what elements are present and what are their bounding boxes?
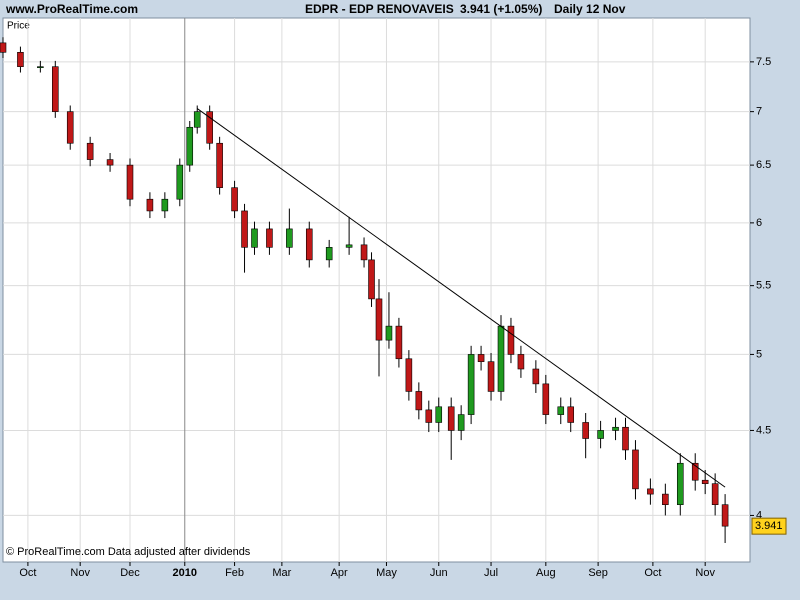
candle-body <box>597 430 604 439</box>
candle-body <box>375 298 383 341</box>
candle-body <box>206 111 213 144</box>
quote: 3.941 (+1.05%) <box>460 2 542 16</box>
marks <box>0 37 729 544</box>
candle-body <box>66 111 74 144</box>
candle-body <box>435 406 443 423</box>
candle-body <box>395 325 403 360</box>
candle-body <box>241 210 248 248</box>
x-tick-label: Oct <box>644 567 661 579</box>
candle-body <box>647 488 654 495</box>
candle-body <box>52 66 59 112</box>
x-tick-label: Dec <box>120 567 140 579</box>
candle-body <box>106 159 114 166</box>
candle-body <box>487 361 495 392</box>
x-tick-label: Sep <box>588 567 608 579</box>
x-tick-label: Nov <box>695 567 715 579</box>
x-tick-label: Jul <box>484 567 498 579</box>
x-tick-label: Mar <box>272 567 291 579</box>
candle-body <box>582 422 589 439</box>
candle-body <box>305 228 313 261</box>
candle-body <box>467 354 475 415</box>
candle-body <box>251 228 258 248</box>
candle-body <box>176 164 184 200</box>
candle-body <box>368 259 375 300</box>
candle-body <box>0 42 7 53</box>
candle-body <box>557 406 565 415</box>
candle-body <box>542 383 550 415</box>
candle-body <box>193 111 201 128</box>
candle-body <box>676 462 684 505</box>
candle-body <box>517 354 525 370</box>
plot-area <box>2 17 751 563</box>
candle-body <box>711 483 719 505</box>
candle-body <box>447 406 455 431</box>
candle-body <box>345 244 353 248</box>
x-tick-label: 2010 <box>173 567 197 579</box>
candle-body <box>146 198 154 212</box>
candle-body <box>532 368 540 385</box>
y-tick-label: 4.5 <box>756 424 771 436</box>
candle-body <box>86 142 94 160</box>
candle-body <box>497 325 505 392</box>
candle-body <box>507 325 515 355</box>
candle-body <box>216 142 223 188</box>
candle-body <box>701 479 709 484</box>
candle-body <box>415 391 423 411</box>
x-tick-label: Nov <box>70 567 90 579</box>
instrument: EDPR - EDP RENOVAVEIS <box>305 2 454 16</box>
candle-body <box>266 228 273 248</box>
candle-body <box>126 164 134 200</box>
trendline <box>196 108 726 488</box>
x-tick-label: Apr <box>331 567 348 579</box>
y-tick-label: 5.5 <box>756 280 771 292</box>
x-tick-label: Aug <box>536 567 556 579</box>
candle-body <box>385 325 393 341</box>
y-tick-label: 6.5 <box>756 159 771 171</box>
candle-body <box>231 187 238 212</box>
candle-body <box>286 228 293 248</box>
candle-body <box>457 414 465 431</box>
candle-body <box>662 493 669 505</box>
candle-body <box>622 426 629 451</box>
x-tick-label: Oct <box>19 567 36 579</box>
candle-body <box>567 406 575 423</box>
last-value-label: 3.941 <box>755 520 783 532</box>
candle-body <box>721 504 729 527</box>
candle-body <box>161 198 169 212</box>
candle-body <box>37 66 44 68</box>
x-tick-label: Jun <box>430 567 448 579</box>
candle-body <box>425 409 433 423</box>
candle-body <box>325 247 333 261</box>
x-tick-label: Feb <box>225 567 244 579</box>
last-value-box <box>751 517 787 535</box>
period: Daily 12 Nov <box>554 2 626 16</box>
candle-body <box>691 462 699 481</box>
footnote: © ProRealTime.com Data adjusted after di… <box>6 546 251 558</box>
candle-body <box>477 354 485 362</box>
candle-body <box>360 244 368 261</box>
y-tick-label: 6 <box>756 217 762 229</box>
y-label: Price <box>7 21 30 32</box>
candle-body <box>632 449 639 490</box>
x-tick-label: May <box>376 567 397 579</box>
candle-body <box>186 126 194 166</box>
y-tick-label: 4 <box>756 509 762 521</box>
candle-body <box>17 51 24 67</box>
candle-body <box>612 426 619 431</box>
candle-body <box>405 358 413 392</box>
y-tick-label: 7.5 <box>756 56 771 68</box>
y-tick-label: 5 <box>756 348 762 360</box>
source: www.ProRealTime.com <box>5 2 138 16</box>
y-tick-label: 7 <box>756 106 762 118</box>
